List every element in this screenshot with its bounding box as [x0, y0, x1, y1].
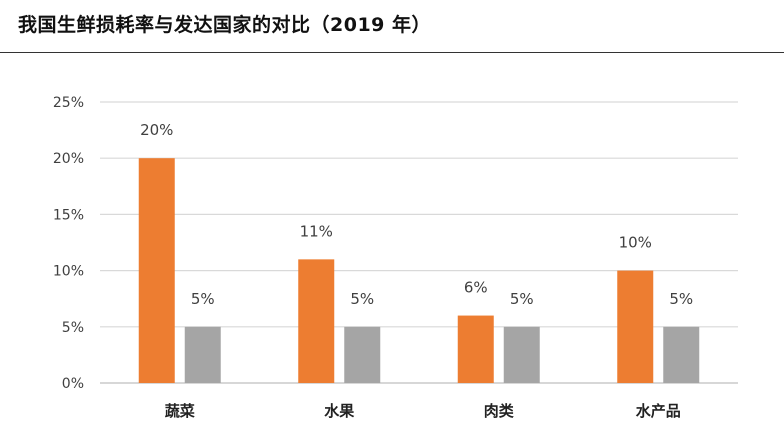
y-tick-label: 20% [53, 151, 84, 167]
bar [503, 326, 540, 383]
data-label: 6% [464, 279, 488, 297]
data-label: 5% [191, 290, 215, 308]
y-tick-label: 5% [62, 320, 84, 336]
x-tick-label: 肉类 [484, 402, 515, 420]
x-axis-tick-labels: 蔬菜 水果 肉类 水产品 [165, 402, 681, 420]
data-label: 11% [300, 222, 333, 240]
y-axis-tick-labels: 0% 5% 10% 15% 20% 25% [53, 95, 84, 392]
bar [457, 315, 494, 383]
bar [344, 326, 381, 383]
data-label: 5% [510, 290, 534, 308]
bar [617, 270, 654, 383]
data-label: 20% [140, 121, 173, 139]
y-tick-label: 0% [62, 376, 84, 392]
data-labels: 20% 5% 11% 5% 6% 5% 10% 5% [140, 121, 693, 308]
bar [138, 158, 175, 383]
x-tick-label: 蔬菜 [165, 402, 195, 420]
x-tick-label: 水产品 [636, 402, 681, 420]
data-label: 5% [350, 290, 374, 308]
bars [138, 158, 700, 383]
y-tick-label: 10% [53, 264, 84, 280]
data-label: 10% [619, 234, 652, 252]
y-tick-label: 15% [53, 207, 84, 223]
bar [184, 326, 221, 383]
x-tick-label: 水果 [324, 402, 355, 420]
bar [663, 326, 700, 383]
y-tick-label: 25% [53, 95, 84, 111]
chart-title: 我国生鲜损耗率与发达国家的对比（2019 年） [18, 14, 431, 36]
bar [298, 259, 335, 383]
title-divider [0, 52, 784, 53]
data-label: 5% [669, 290, 693, 308]
